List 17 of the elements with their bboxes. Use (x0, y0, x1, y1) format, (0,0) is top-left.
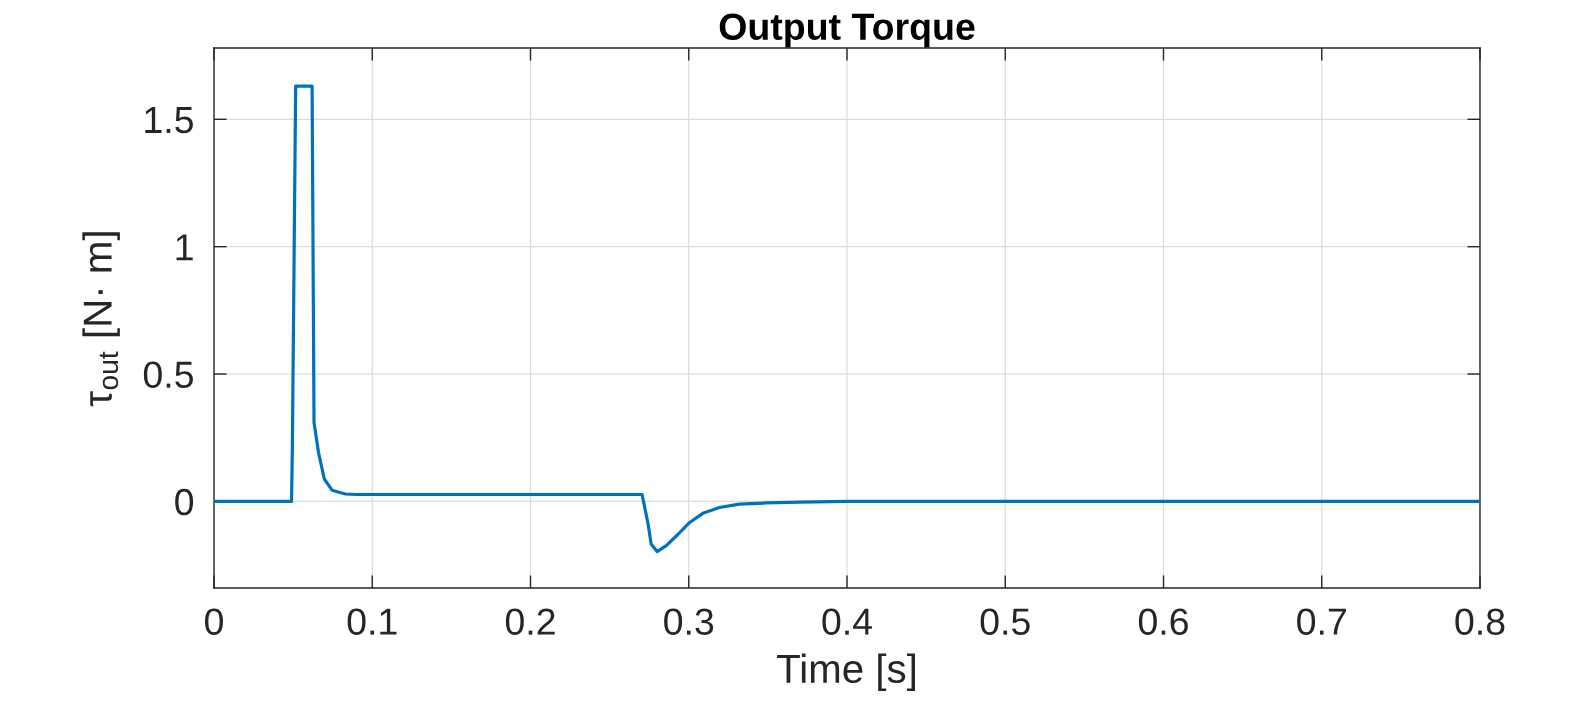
x-tick-label: 0.3 (664, 608, 714, 635)
x-tick-label: 0.5 (980, 608, 1030, 635)
y-tick-label: 0 (175, 488, 194, 516)
x-axis-title: Time [s] (777, 653, 915, 692)
x-tick-label: 0.4 (822, 608, 872, 635)
y-tick-label: 0.5 (143, 361, 193, 388)
x-tick-label: 0.7 (1297, 608, 1346, 635)
x-tick-label: 0.2 (505, 608, 555, 635)
line-series (214, 84, 1480, 554)
chart-title: Output Torque (719, 13, 975, 48)
x-tick-label: 0 (205, 608, 223, 635)
y-tick-label: 1.5 (145, 107, 193, 134)
y-tick-label: 1 (176, 234, 193, 261)
y-axis-title: τ$_{out}$ [N· m] (82, 232, 120, 407)
x-tick-label: 0.1 (347, 608, 397, 635)
x-tick-label: 0.8 (1455, 608, 1505, 635)
x-tick-label: 0.6 (1138, 608, 1188, 635)
